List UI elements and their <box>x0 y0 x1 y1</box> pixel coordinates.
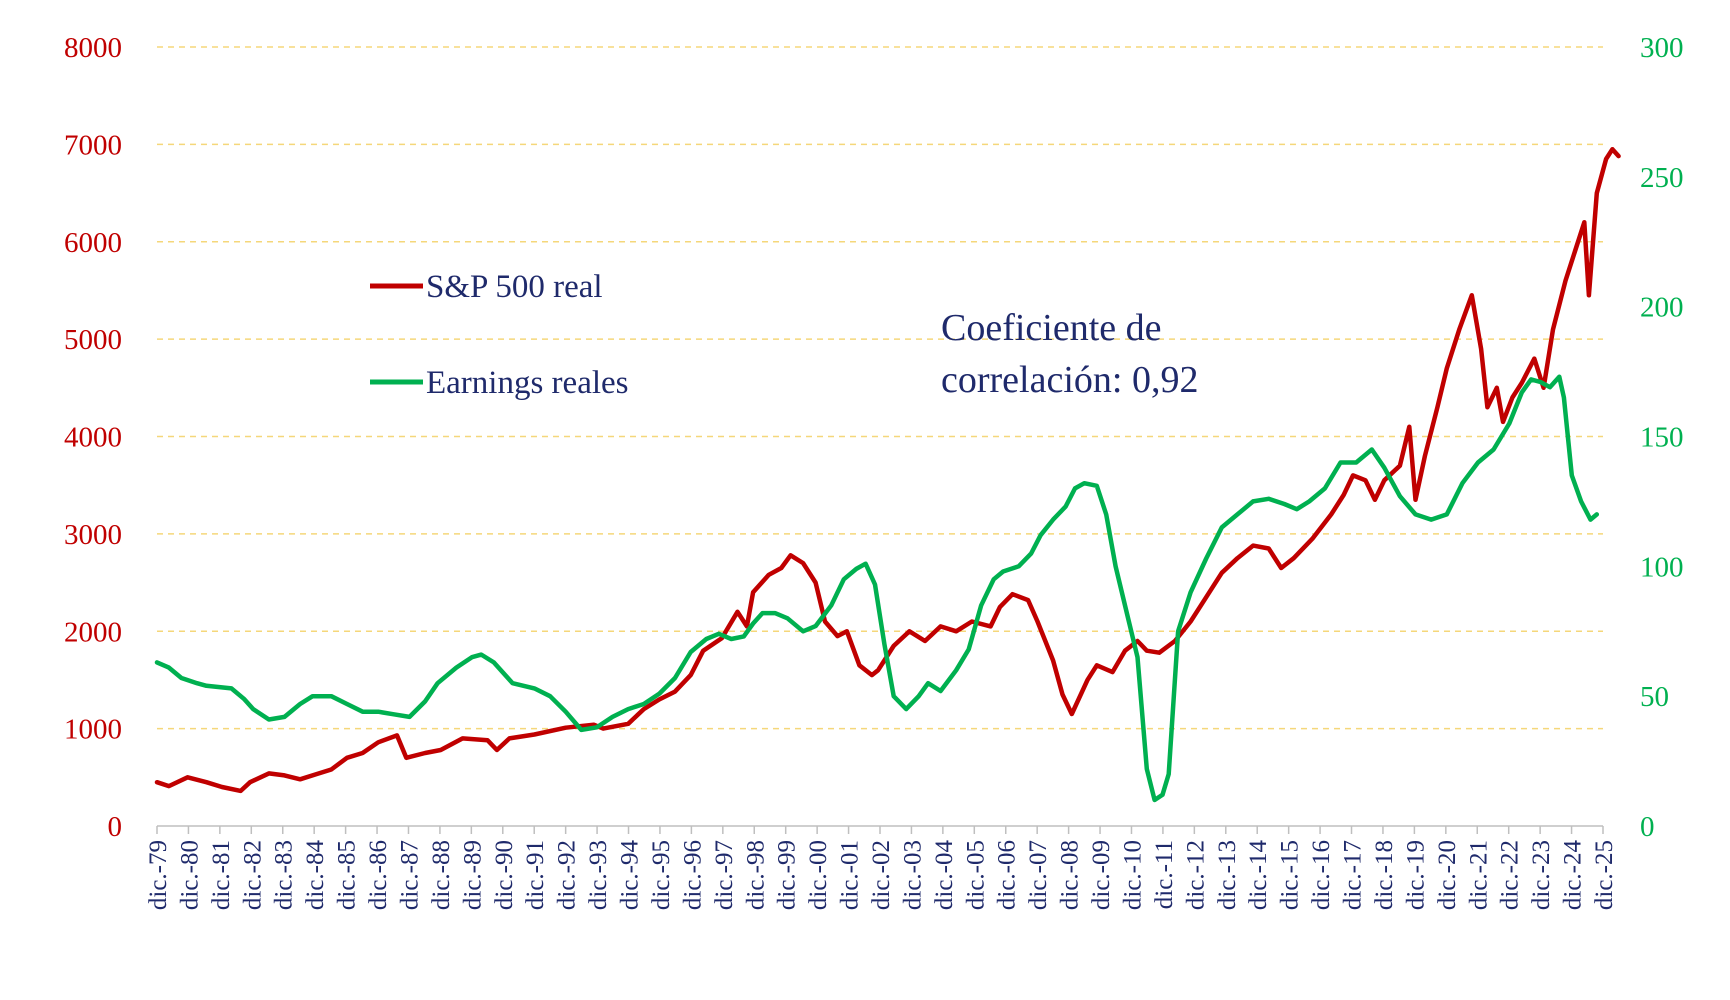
x-tick-label: dic.-12 <box>1182 840 1209 910</box>
x-tick-label: dic.-20 <box>1434 840 1461 910</box>
x-tick-label: dic.-21 <box>1465 840 1492 910</box>
right-axis-ticks: 0 50 100 150 200 250 300 <box>1640 32 1684 843</box>
x-tick-label: dic.-24 <box>1560 840 1587 911</box>
x-tick-label: dic.-15 <box>1277 840 1304 910</box>
x-tick-label: dic.-17 <box>1340 840 1367 910</box>
left-tick-label: 5000 <box>64 324 122 356</box>
left-tick-label: 0 <box>108 811 123 843</box>
x-tick-label: dic.-00 <box>805 840 832 910</box>
x-tick-label: dic.-18 <box>1371 840 1398 910</box>
series-line-sp500-real <box>154 146 1621 794</box>
x-tick-label: dic.-86 <box>365 840 392 910</box>
x-tick-label: dic.-85 <box>334 840 361 910</box>
x-tick-label: dic.-04 <box>931 840 958 911</box>
left-tick-label: 6000 <box>64 227 122 259</box>
x-tick-label: dic.-19 <box>1402 840 1429 910</box>
x-tick-label: dic.-93 <box>585 840 612 910</box>
x-tick-label: dic.-09 <box>1088 840 1115 910</box>
left-tick-label: 3000 <box>64 519 122 551</box>
x-tick-label: dic.-83 <box>271 840 298 910</box>
x-tick-label: dic.-13 <box>1214 840 1241 910</box>
x-tick-label: dic.-97 <box>711 840 738 910</box>
gridlines <box>157 46 1603 730</box>
x-tick-label: dic.-90 <box>491 840 518 910</box>
x-tick-label: dic.-11 <box>1151 840 1178 909</box>
right-tick-label: 0 <box>1640 811 1655 843</box>
x-tick-label: dic.-25 <box>1591 840 1618 910</box>
x-tick-label: dic.-22 <box>1497 840 1524 910</box>
left-tick-label: 8000 <box>64 32 122 64</box>
x-tick-label: dic.-84 <box>302 840 329 911</box>
legend-label-sp500: S&P 500 real <box>426 269 603 305</box>
right-tick-label: 100 <box>1640 551 1684 583</box>
right-tick-label: 300 <box>1640 32 1684 64</box>
x-tick-label: dic.-88 <box>428 840 455 910</box>
x-tick-label: dic.-01 <box>837 840 864 910</box>
x-tick-label: dic.-98 <box>742 840 769 910</box>
x-tick-label: dic.-81 <box>208 840 235 910</box>
x-axis: dic.-79 dic.-80 dic.-81 dic.-82 dic.-83 dic.-… <box>145 825 1618 911</box>
series-group <box>154 146 1621 803</box>
left-tick-label: 4000 <box>64 422 122 454</box>
legend: S&P 500 real Earnings reales <box>370 269 629 401</box>
right-tick-label: 200 <box>1640 292 1684 324</box>
x-tick-label: dic.-82 <box>239 840 266 910</box>
annotation-line-1: Coeficiente de <box>941 307 1162 349</box>
x-tick-label: dic.-92 <box>554 840 581 910</box>
x-tick-label: dic.-91 <box>522 840 549 910</box>
right-tick-label: 50 <box>1640 681 1669 713</box>
x-tick-label: dic.-23 <box>1528 840 1555 910</box>
x-tick-label: dic.-07 <box>1025 840 1052 910</box>
x-tick-label: dic.-99 <box>774 840 801 910</box>
right-tick-label: 150 <box>1640 422 1684 454</box>
x-tick-label: dic.-03 <box>899 840 926 910</box>
x-tick-label: dic.-08 <box>1057 840 1084 910</box>
legend-label-earnings: Earnings reales <box>426 365 629 401</box>
x-tick-label: dic.-14 <box>1245 840 1272 911</box>
x-tick-label: dic.-89 <box>459 840 486 910</box>
left-axis-ticks: 0 1000 2000 3000 4000 5000 6000 7000 8000 <box>64 32 122 843</box>
x-tick-label: dic.-80 <box>176 840 203 910</box>
x-tick-label: dic.-94 <box>617 840 644 911</box>
annotation-line-2: correlación: 0,92 <box>941 359 1198 401</box>
left-tick-label: 7000 <box>64 129 122 161</box>
x-tick-label: dic.-02 <box>868 840 895 910</box>
x-tick-label: dic.-87 <box>396 840 423 910</box>
left-tick-label: 2000 <box>64 616 122 648</box>
x-tick-label: dic.-95 <box>648 840 675 910</box>
left-tick-label: 1000 <box>64 714 122 746</box>
x-tick-label: dic.-06 <box>994 840 1021 910</box>
right-tick-label: 250 <box>1640 162 1684 194</box>
series-line-earnings-reales <box>154 374 1600 803</box>
x-tick-label: dic.-79 <box>145 840 172 910</box>
x-tick-label: dic.-16 <box>1308 840 1335 910</box>
x-tick-label: dic.-10 <box>1119 840 1146 910</box>
x-tick-label: dic.-05 <box>962 840 989 910</box>
correlation-annotation: Coeficiente de correlación: 0,92 <box>941 307 1198 401</box>
x-tick-label: dic.-96 <box>679 840 706 910</box>
